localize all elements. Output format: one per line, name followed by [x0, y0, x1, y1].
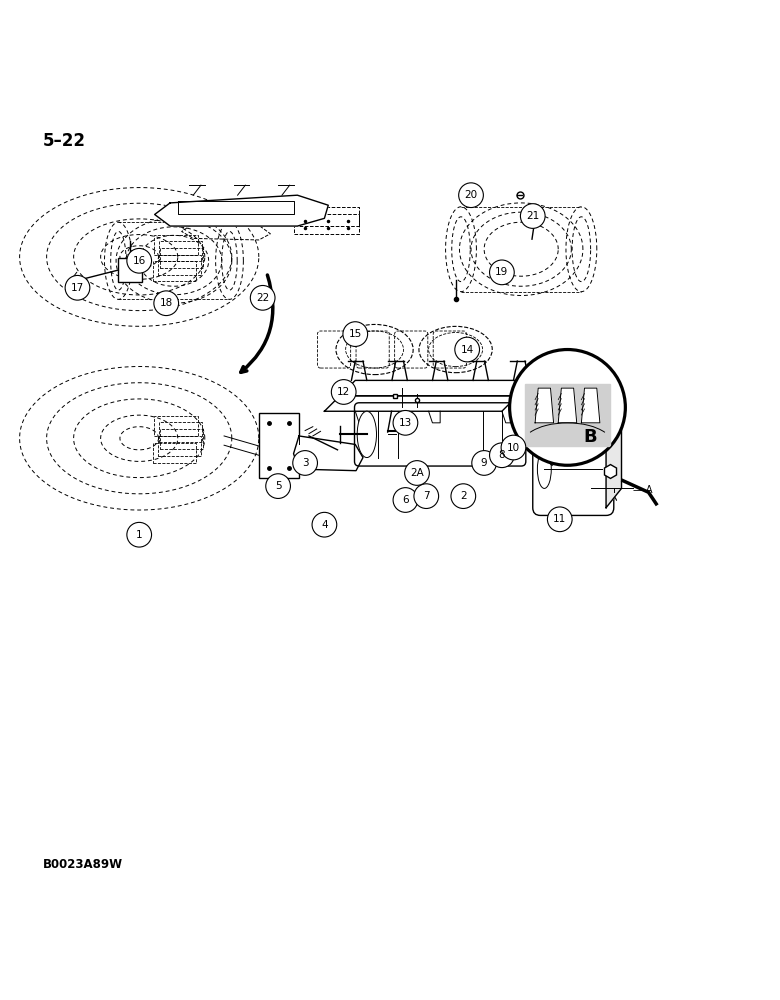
Polygon shape [558, 388, 576, 423]
Circle shape [405, 461, 429, 485]
Text: 3: 3 [302, 458, 308, 468]
Circle shape [490, 260, 514, 285]
Circle shape [414, 484, 438, 508]
Circle shape [393, 488, 418, 512]
Bar [259, 413, 299, 478]
Polygon shape [154, 195, 328, 226]
Circle shape [266, 474, 290, 498]
FancyBboxPatch shape [354, 403, 526, 466]
Circle shape [472, 451, 497, 475]
Text: B: B [583, 428, 597, 446]
Text: 13: 13 [399, 418, 412, 428]
Text: 5–22: 5–22 [43, 132, 86, 150]
Text: 1: 1 [136, 530, 143, 540]
Text: 15: 15 [349, 329, 362, 339]
Polygon shape [581, 388, 600, 423]
Text: 2A: 2A [410, 468, 424, 478]
Circle shape [455, 337, 480, 362]
Circle shape [451, 484, 476, 508]
Text: 8: 8 [498, 450, 505, 460]
Circle shape [509, 350, 626, 465]
Ellipse shape [357, 411, 377, 458]
Bar [119, 258, 141, 282]
Text: 19: 19 [495, 267, 509, 277]
Text: 9: 9 [480, 458, 488, 468]
Circle shape [490, 443, 514, 468]
Text: 2: 2 [460, 491, 466, 501]
Text: 10: 10 [507, 443, 520, 453]
Circle shape [501, 435, 526, 460]
Text: 17: 17 [71, 283, 84, 293]
Polygon shape [541, 411, 622, 431]
Text: 16: 16 [133, 256, 146, 266]
Circle shape [65, 275, 90, 300]
Circle shape [127, 522, 151, 547]
Text: — A: — A [633, 485, 653, 495]
Polygon shape [340, 380, 533, 396]
Circle shape [520, 204, 545, 228]
Circle shape [154, 291, 179, 316]
Polygon shape [606, 411, 622, 508]
Text: 18: 18 [160, 298, 173, 308]
Polygon shape [293, 436, 363, 471]
Polygon shape [324, 396, 517, 411]
Text: 6: 6 [402, 495, 409, 505]
Text: 12: 12 [337, 387, 350, 397]
Circle shape [548, 507, 572, 532]
Circle shape [459, 183, 484, 208]
Text: 14: 14 [460, 345, 473, 355]
Text: 21: 21 [526, 211, 540, 221]
Circle shape [343, 322, 367, 346]
Text: 11: 11 [553, 514, 566, 524]
Text: 5: 5 [275, 481, 282, 491]
Circle shape [393, 410, 418, 435]
Text: 7: 7 [423, 491, 430, 501]
Polygon shape [535, 388, 554, 423]
Circle shape [332, 380, 356, 404]
Text: 20: 20 [464, 190, 477, 200]
Circle shape [312, 512, 337, 537]
Text: 4: 4 [321, 520, 328, 530]
Text: B0023A89W: B0023A89W [43, 858, 123, 871]
FancyBboxPatch shape [533, 423, 614, 515]
Circle shape [250, 285, 275, 310]
Polygon shape [525, 384, 610, 446]
Text: 22: 22 [256, 293, 269, 303]
Circle shape [292, 451, 317, 475]
Circle shape [127, 248, 151, 273]
